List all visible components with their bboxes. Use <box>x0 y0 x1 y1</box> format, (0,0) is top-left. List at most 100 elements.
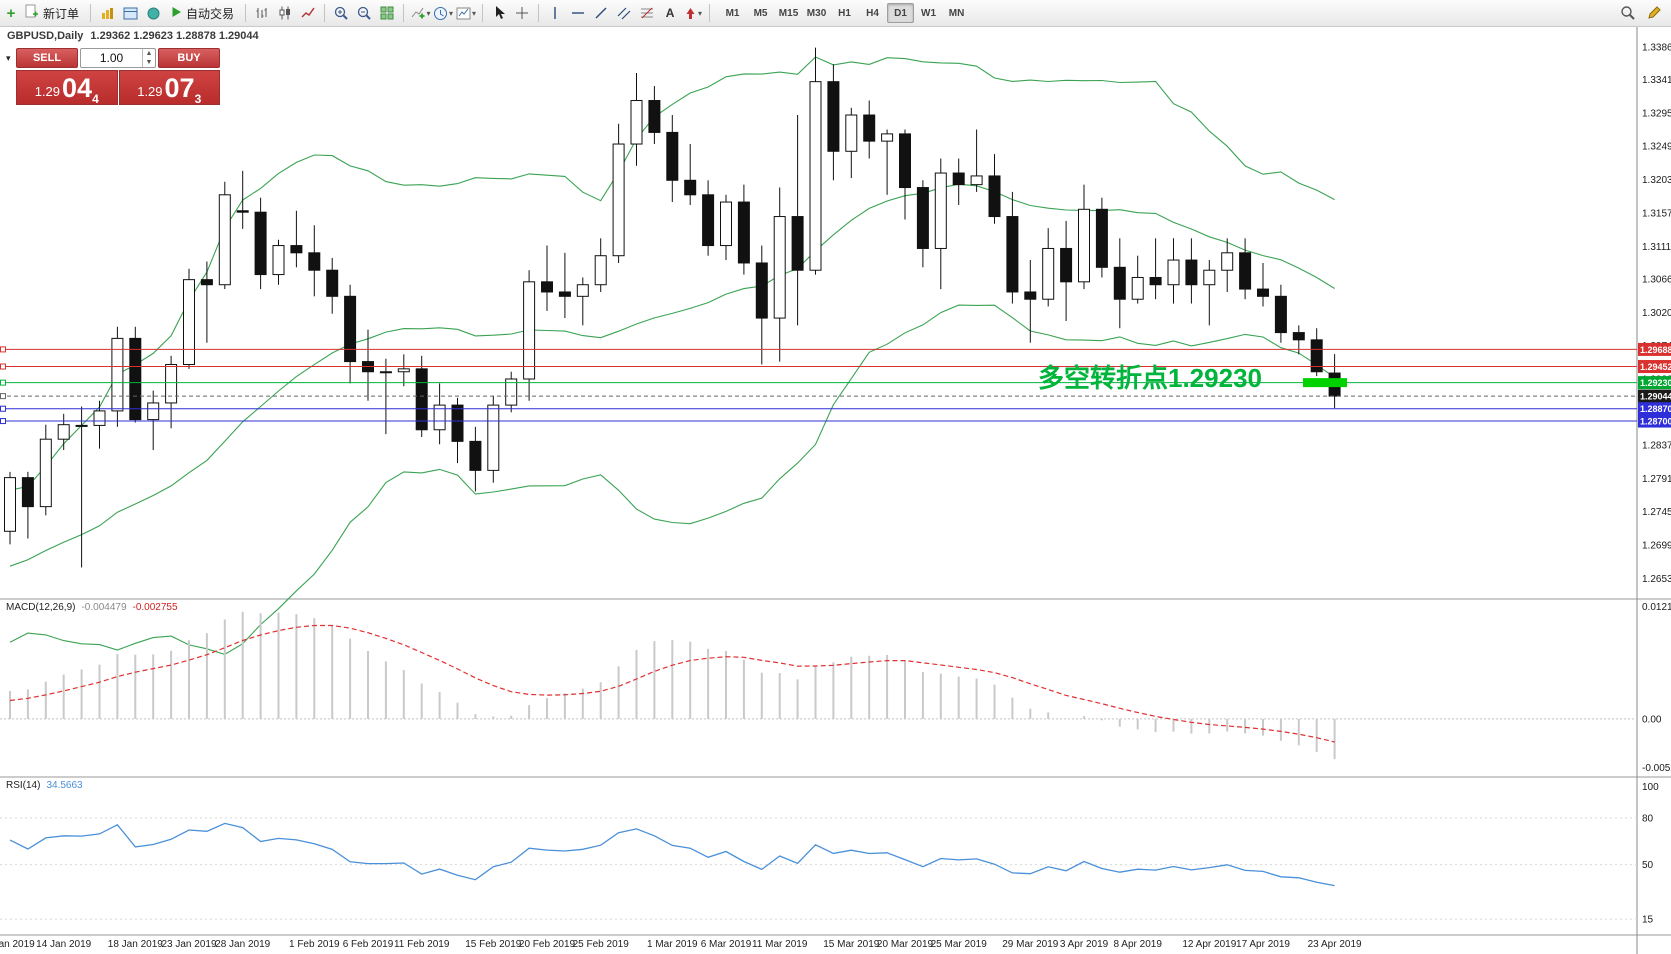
macd-main-value: -0.004479 <box>81 602 127 613</box>
toolbar-separator <box>538 4 540 22</box>
period-clock-icon[interactable]: ▾ <box>432 2 454 24</box>
tile-windows-icon[interactable] <box>376 2 398 24</box>
vertical-line-icon[interactable] <box>544 2 566 24</box>
macd-signal-value: -0.002755 <box>132 602 178 613</box>
buy-price-pips: 07 <box>164 73 195 103</box>
svg-text:6 Mar 2019: 6 Mar 2019 <box>701 939 752 950</box>
timeframe-mn[interactable]: MN <box>943 3 970 23</box>
svg-text:1.31110: 1.31110 <box>1642 242 1671 253</box>
sell-price-point: 4 <box>92 92 99 106</box>
timeframe-h4[interactable]: H4 <box>859 3 886 23</box>
toolbar-separator <box>90 4 92 22</box>
svg-text:1.29044: 1.29044 <box>1640 392 1671 402</box>
play-icon <box>171 6 182 21</box>
svg-text:25 Feb 2019: 25 Feb 2019 <box>573 939 630 950</box>
timeframe-m30[interactable]: M30 <box>803 3 830 23</box>
svg-text:1.32950: 1.32950 <box>1642 108 1671 119</box>
timeframe-w1[interactable]: W1 <box>915 3 942 23</box>
candlestick-chart-icon[interactable] <box>274 2 296 24</box>
svg-text:0.00: 0.00 <box>1642 714 1662 725</box>
timeframe-toolbar: M1 M5 M15 M30 H1 H4 D1 W1 MN <box>719 3 970 23</box>
market-watch-icon[interactable] <box>96 2 118 24</box>
volume-down-icon[interactable]: ▼ <box>145 59 153 66</box>
auto-trading-label: 自动交易 <box>186 6 235 21</box>
svg-text:1 Mar 2019: 1 Mar 2019 <box>647 939 698 950</box>
rsi-label: RSI(14) 34.5663 <box>6 780 83 791</box>
toolbar-separator <box>709 4 711 22</box>
new-order-label: 新订单 <box>43 6 80 21</box>
timeframe-m1[interactable]: M1 <box>719 3 746 23</box>
svg-text:29 Mar 2019: 29 Mar 2019 <box>1002 939 1059 950</box>
collapse-arrow-icon[interactable]: ▾ <box>6 52 11 63</box>
svg-text:1.27450: 1.27450 <box>1642 507 1671 518</box>
svg-text:1.33410: 1.33410 <box>1642 75 1671 86</box>
chart-title: GBPUSD,Daily 1.29362 1.29623 1.28878 1.2… <box>7 30 259 42</box>
auto-trading-button[interactable]: 自动交易 <box>165 2 240 24</box>
svg-text:11 Feb 2019: 11 Feb 2019 <box>394 939 450 950</box>
svg-text:1.29688: 1.29688 <box>1640 345 1671 355</box>
add-icon[interactable]: + <box>6 4 16 22</box>
navigator-icon[interactable] <box>142 2 164 24</box>
fibonacci-icon[interactable] <box>636 2 658 24</box>
candles-layer <box>4 47 1341 568</box>
svg-text:1.30200: 1.30200 <box>1642 308 1671 319</box>
pencil-icon[interactable] <box>1643 2 1665 24</box>
svg-text:80: 80 <box>1642 813 1654 824</box>
sell-price-button[interactable]: 1.29 04 4 <box>16 70 118 105</box>
search-icon[interactable] <box>1617 2 1639 24</box>
svg-text:28 Jan 2019: 28 Jan 2019 <box>215 939 270 950</box>
trendline-icon[interactable] <box>590 2 612 24</box>
toolbar-separator <box>245 4 247 22</box>
arrows-tool-icon[interactable]: ▾ <box>682 2 704 24</box>
svg-text:0.012119: 0.012119 <box>1642 602 1671 613</box>
svg-text:18 Jan 2019: 18 Jan 2019 <box>108 939 163 950</box>
text-tool-icon[interactable]: A <box>665 6 675 20</box>
new-order-button[interactable]: 新订单 <box>19 2 85 24</box>
buy-button[interactable]: BUY <box>158 48 220 68</box>
sell-price-pips: 04 <box>62 73 93 103</box>
zoom-out-icon[interactable] <box>353 2 375 24</box>
timeframe-m15[interactable]: M15 <box>775 3 802 23</box>
volume-stepper[interactable]: 1.00 ▲ ▼ <box>80 48 156 68</box>
line-chart-icon[interactable] <box>297 2 319 24</box>
data-window-icon[interactable] <box>119 2 141 24</box>
timeframe-h1[interactable]: H1 <box>831 3 858 23</box>
svg-text:11 Mar 2019: 11 Mar 2019 <box>752 939 808 950</box>
svg-text:15 Feb 2019: 15 Feb 2019 <box>465 939 522 950</box>
svg-text:1.28870: 1.28870 <box>1640 404 1671 414</box>
channel-icon[interactable] <box>613 2 635 24</box>
crosshair-icon[interactable] <box>511 2 533 24</box>
sell-button[interactable]: SELL <box>16 48 78 68</box>
toolbar-separator <box>324 4 326 22</box>
zoom-in-icon[interactable] <box>330 2 352 24</box>
price-axis: 0.012119 0.00 -0.005269 100 80 50 15 1.33860 1.3… <box>1642 42 1671 925</box>
svg-text:25 Mar 2019: 25 Mar 2019 <box>931 939 988 950</box>
svg-text:1.32030: 1.32030 <box>1642 175 1671 186</box>
bar-chart-icon[interactable] <box>251 2 273 24</box>
timeframe-d1[interactable]: D1 <box>887 3 915 23</box>
svg-text:12 Apr 2019: 12 Apr 2019 <box>1182 939 1236 950</box>
horizontal-line-icon[interactable] <box>567 2 589 24</box>
rsi-layer <box>0 817 1637 920</box>
volume-value[interactable]: 1.00 <box>99 51 124 65</box>
svg-text:1.26530: 1.26530 <box>1642 574 1671 585</box>
svg-text:1.28370: 1.28370 <box>1642 440 1671 451</box>
svg-text:1.31570: 1.31570 <box>1642 208 1671 219</box>
cursor-icon[interactable] <box>488 2 510 24</box>
add-indicator-icon[interactable]: ▾ <box>409 2 431 24</box>
new-order-icon <box>25 4 39 22</box>
svg-text:20 Feb 2019: 20 Feb 2019 <box>519 939 576 950</box>
timeframe-m5[interactable]: M5 <box>747 3 774 23</box>
svg-text:1.33860: 1.33860 <box>1642 42 1671 53</box>
template-icon[interactable]: ▾ <box>455 2 477 24</box>
volume-up-icon[interactable]: ▲ <box>145 50 153 57</box>
svg-text:1.28700: 1.28700 <box>1640 417 1671 427</box>
svg-text:8 Apr 2019: 8 Apr 2019 <box>1114 939 1163 950</box>
svg-text:1.30660: 1.30660 <box>1642 274 1671 285</box>
toolbar-separator <box>482 4 484 22</box>
buy-price-button[interactable]: 1.29 07 3 <box>118 70 220 105</box>
pane-separators <box>0 27 1671 954</box>
